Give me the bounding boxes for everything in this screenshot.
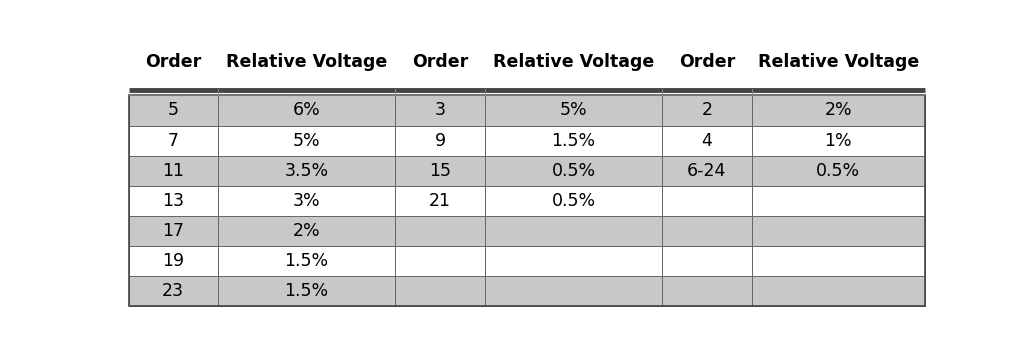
Text: 3%: 3% <box>293 192 321 210</box>
Text: 3.5%: 3.5% <box>285 162 329 180</box>
Bar <box>218 42 396 82</box>
Bar <box>484 42 662 82</box>
Bar <box>396 216 484 246</box>
Text: 1.5%: 1.5% <box>285 282 329 300</box>
Text: 2%: 2% <box>824 101 852 119</box>
Bar <box>218 126 396 156</box>
Text: 4: 4 <box>701 131 712 149</box>
Text: 3: 3 <box>435 101 445 119</box>
Text: 2%: 2% <box>293 222 321 240</box>
Text: 21: 21 <box>429 192 451 210</box>
Text: 7: 7 <box>168 131 179 149</box>
Bar <box>396 276 484 307</box>
Text: 0.5%: 0.5% <box>551 192 595 210</box>
Text: 6-24: 6-24 <box>687 162 727 180</box>
Bar <box>396 156 484 186</box>
Bar <box>128 246 218 276</box>
Bar <box>662 42 751 82</box>
Bar <box>128 126 218 156</box>
Bar <box>218 276 396 307</box>
Bar <box>218 246 396 276</box>
Text: 1%: 1% <box>824 131 852 149</box>
Bar <box>662 276 751 307</box>
Bar <box>128 156 218 186</box>
Text: 5%: 5% <box>293 131 321 149</box>
Bar <box>128 186 218 216</box>
Bar <box>751 95 925 126</box>
Bar <box>662 186 751 216</box>
Text: 0.5%: 0.5% <box>816 162 860 180</box>
Bar <box>484 95 662 126</box>
Text: 11: 11 <box>162 162 184 180</box>
Text: 9: 9 <box>435 131 445 149</box>
Bar <box>484 216 662 246</box>
Bar <box>751 276 925 307</box>
Text: 15: 15 <box>429 162 451 180</box>
Bar <box>128 42 218 82</box>
Bar <box>662 246 751 276</box>
Bar <box>484 156 662 186</box>
Bar <box>662 156 751 186</box>
Bar <box>484 276 662 307</box>
Text: 5%: 5% <box>559 101 587 119</box>
Text: 23: 23 <box>162 282 184 300</box>
Text: 2: 2 <box>701 101 712 119</box>
Text: 13: 13 <box>162 192 184 210</box>
Text: Order: Order <box>412 53 468 71</box>
Text: Order: Order <box>145 53 201 71</box>
Bar <box>218 186 396 216</box>
Bar <box>751 42 925 82</box>
Bar <box>396 186 484 216</box>
Bar <box>218 216 396 246</box>
Text: 17: 17 <box>162 222 184 240</box>
Bar <box>662 216 751 246</box>
Bar <box>662 126 751 156</box>
Bar <box>751 216 925 246</box>
Bar <box>751 186 925 216</box>
Text: 5: 5 <box>168 101 179 119</box>
Bar <box>484 246 662 276</box>
Bar <box>128 95 925 307</box>
Bar <box>396 42 484 82</box>
Text: 1.5%: 1.5% <box>551 131 595 149</box>
Bar <box>662 95 751 126</box>
Bar <box>396 95 484 126</box>
Bar <box>396 126 484 156</box>
Bar <box>128 276 218 307</box>
Bar <box>218 95 396 126</box>
Bar <box>484 126 662 156</box>
Text: Order: Order <box>678 53 735 71</box>
Bar <box>751 246 925 276</box>
Bar <box>128 216 218 246</box>
Text: 0.5%: 0.5% <box>551 162 595 180</box>
Bar <box>218 156 396 186</box>
Bar <box>751 126 925 156</box>
Text: Relative Voltage: Relative Voltage <box>492 53 654 71</box>
Text: Relative Voltage: Relative Voltage <box>226 53 388 71</box>
Bar <box>128 95 218 126</box>
Text: Relative Voltage: Relative Voltage <box>758 53 919 71</box>
Bar <box>484 186 662 216</box>
Text: 1.5%: 1.5% <box>285 252 329 270</box>
Text: 19: 19 <box>162 252 184 270</box>
Bar <box>396 246 484 276</box>
Bar <box>751 156 925 186</box>
Text: 6%: 6% <box>293 101 321 119</box>
